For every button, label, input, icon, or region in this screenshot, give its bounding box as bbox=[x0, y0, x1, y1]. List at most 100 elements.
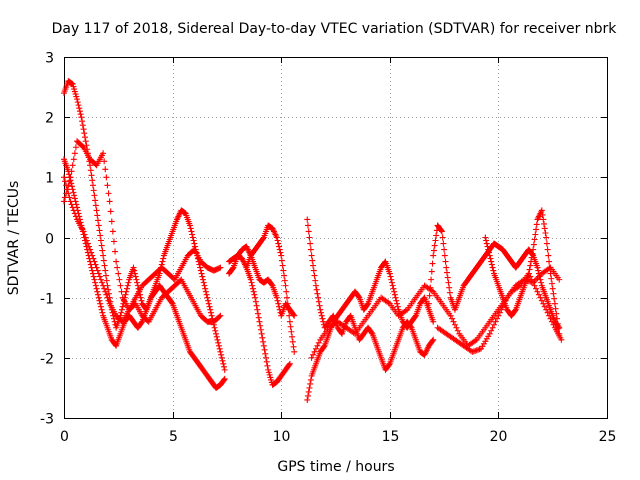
data-point bbox=[527, 258, 534, 265]
data-point bbox=[264, 362, 271, 369]
data-point bbox=[105, 297, 112, 304]
data-point bbox=[205, 300, 212, 307]
data-point bbox=[443, 269, 450, 276]
data-point bbox=[70, 207, 77, 214]
data-point bbox=[530, 246, 537, 253]
data-point bbox=[318, 312, 325, 319]
data-point bbox=[98, 306, 105, 313]
data-point bbox=[283, 294, 290, 301]
data-point bbox=[533, 226, 540, 233]
data-point bbox=[281, 272, 288, 279]
data-point bbox=[82, 234, 89, 241]
data-point bbox=[385, 299, 392, 306]
data-point bbox=[533, 285, 540, 292]
data-point bbox=[97, 232, 104, 239]
data-point bbox=[247, 276, 254, 283]
data-point bbox=[260, 338, 267, 345]
data-point bbox=[92, 279, 99, 286]
data-point bbox=[203, 291, 210, 298]
data-point bbox=[312, 277, 319, 284]
data-point bbox=[199, 273, 206, 280]
data-point bbox=[278, 252, 285, 259]
data-point bbox=[443, 264, 450, 271]
data-point bbox=[93, 207, 100, 214]
data-point bbox=[168, 299, 175, 306]
data-point bbox=[427, 284, 434, 291]
data-point bbox=[538, 279, 545, 286]
data-point bbox=[428, 276, 435, 283]
data-point bbox=[189, 234, 196, 241]
data-point bbox=[491, 321, 498, 328]
data-point bbox=[217, 264, 224, 271]
data-point bbox=[313, 286, 320, 293]
data-point bbox=[102, 272, 109, 279]
data-point bbox=[535, 273, 542, 280]
data-point bbox=[94, 288, 101, 295]
data-point bbox=[548, 280, 555, 287]
data-point bbox=[274, 237, 281, 244]
data-point bbox=[63, 182, 70, 189]
data-point bbox=[119, 303, 126, 310]
data-point bbox=[286, 361, 293, 368]
data-point bbox=[388, 279, 395, 286]
data-point bbox=[453, 324, 460, 331]
data-point bbox=[99, 279, 106, 286]
data-point bbox=[98, 242, 105, 249]
data-point bbox=[555, 325, 562, 332]
data-point bbox=[305, 228, 312, 235]
data-point bbox=[191, 240, 198, 247]
data-point bbox=[528, 254, 535, 261]
data-point bbox=[338, 329, 345, 336]
data-point bbox=[316, 302, 323, 309]
data-point bbox=[268, 281, 275, 288]
data-point bbox=[80, 126, 87, 133]
data-point bbox=[530, 279, 537, 286]
data-point bbox=[87, 167, 94, 174]
data-point bbox=[254, 306, 261, 313]
data-point bbox=[113, 258, 120, 265]
data-point bbox=[554, 320, 561, 327]
series-track-j bbox=[308, 270, 565, 361]
data-point bbox=[308, 354, 315, 361]
series-track-c bbox=[61, 138, 224, 313]
data-point bbox=[304, 392, 311, 399]
data-point bbox=[548, 275, 555, 282]
data-point bbox=[275, 240, 282, 247]
data-point bbox=[540, 216, 547, 223]
data-point bbox=[527, 262, 534, 269]
data-point bbox=[95, 270, 102, 277]
data-point bbox=[123, 285, 130, 292]
data-point bbox=[93, 264, 100, 271]
data-point bbox=[94, 267, 101, 274]
data-point bbox=[482, 234, 489, 241]
data-point bbox=[68, 201, 75, 208]
data-point bbox=[66, 171, 73, 178]
data-point bbox=[75, 102, 82, 109]
data-point bbox=[253, 302, 260, 309]
data-point bbox=[125, 279, 132, 286]
data-point bbox=[412, 313, 419, 320]
data-point bbox=[131, 267, 138, 274]
data-point bbox=[276, 303, 283, 310]
data-point bbox=[62, 178, 69, 185]
x-tick-label: 0 bbox=[60, 429, 69, 445]
data-point bbox=[198, 270, 205, 277]
data-point bbox=[79, 118, 86, 125]
data-point bbox=[314, 342, 321, 349]
data-point bbox=[291, 312, 298, 319]
data-point bbox=[431, 242, 438, 249]
data-point bbox=[314, 290, 321, 297]
data-point bbox=[389, 282, 396, 289]
x-tick-label: 15 bbox=[382, 429, 400, 445]
data-point bbox=[451, 321, 458, 328]
data-point bbox=[538, 207, 545, 214]
data-point bbox=[287, 323, 294, 330]
data-point bbox=[71, 192, 78, 199]
data-point bbox=[368, 329, 375, 336]
data-point bbox=[447, 312, 454, 319]
data-point bbox=[197, 267, 204, 274]
series-track-d bbox=[61, 174, 224, 325]
data-point bbox=[216, 345, 223, 352]
data-point bbox=[71, 195, 78, 202]
